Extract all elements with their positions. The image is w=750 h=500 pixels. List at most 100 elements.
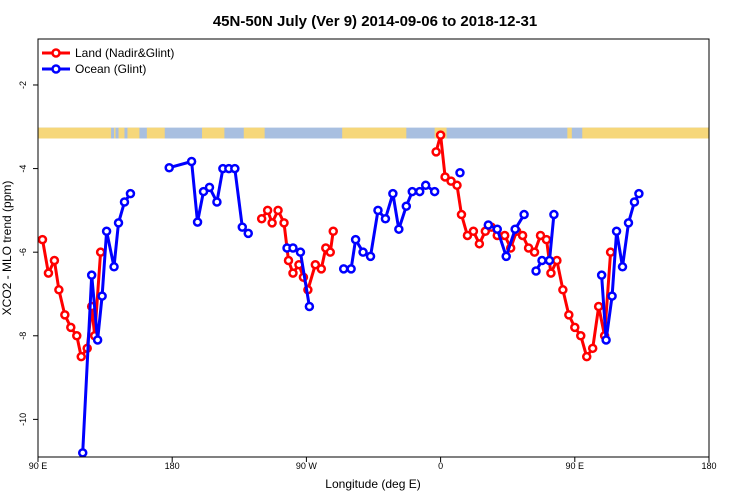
data-point <box>76 351 86 362</box>
data-point <box>549 209 559 220</box>
data-point <box>212 197 222 207</box>
legend-entry: Land (Nadir&Glint) <box>75 46 174 60</box>
data-point <box>429 186 440 197</box>
x-tick-label: 0 <box>438 461 443 471</box>
data-point <box>49 255 60 266</box>
data-point <box>420 180 431 191</box>
x-tick-label: 180 <box>701 461 716 471</box>
x-tick-label: 90 E <box>29 461 48 471</box>
data-point <box>237 222 248 232</box>
data-point <box>204 182 215 193</box>
data-point <box>288 268 298 278</box>
data-point <box>596 270 607 280</box>
data-point <box>388 188 398 199</box>
chart-title: 45N-50N July (Ver 9) 2014-09-06 to 2018-… <box>213 13 537 30</box>
data-point <box>77 448 88 457</box>
data-point <box>273 205 283 216</box>
data-point <box>164 162 174 173</box>
data-point <box>605 247 616 257</box>
y-tick-label: -4 <box>18 165 28 173</box>
data-point <box>414 186 425 197</box>
data-point <box>510 224 520 234</box>
data-point <box>576 331 586 341</box>
data-point <box>407 186 418 197</box>
y-tick-label: -6 <box>18 248 28 256</box>
data-point <box>92 335 103 345</box>
land-band-segment <box>118 127 125 139</box>
data-point <box>125 188 136 199</box>
legend-swatch-marker <box>51 48 61 58</box>
y-tick-label: -10 <box>18 413 28 426</box>
data-point <box>456 209 467 220</box>
data-point <box>86 270 97 280</box>
data-point <box>629 197 640 207</box>
data-point <box>435 130 446 140</box>
data-point <box>283 255 294 266</box>
data-point <box>328 226 338 237</box>
data-point <box>535 230 546 241</box>
data-point <box>440 172 450 182</box>
data-point <box>346 264 356 274</box>
data-point <box>587 343 598 354</box>
land-band-segment <box>582 127 709 139</box>
data-point <box>192 217 203 227</box>
data-point <box>455 168 465 178</box>
data-point <box>519 209 529 220</box>
data-point <box>186 156 197 167</box>
land-band-segment <box>243 127 265 139</box>
x-tick-label: 90 E <box>566 461 585 471</box>
data-point <box>462 230 473 241</box>
data-point <box>288 243 298 253</box>
data-point <box>325 247 336 257</box>
land-band-segment <box>567 127 572 139</box>
data-point <box>109 262 119 272</box>
data-point <box>474 239 485 249</box>
data-point <box>623 218 634 228</box>
data-point <box>483 220 494 230</box>
data-point <box>95 247 106 257</box>
data-point <box>358 247 368 257</box>
series-line <box>343 183 436 271</box>
data-point <box>617 262 628 272</box>
land-band-segment <box>202 127 225 139</box>
x-tick-label: 90 W <box>296 461 318 471</box>
data-point <box>529 247 540 257</box>
series-line <box>434 133 613 359</box>
data-point <box>601 335 611 345</box>
data-point <box>295 247 306 257</box>
legend-swatch-marker <box>51 64 61 74</box>
y-axis: -10 -8 -6 -4 -2 <box>18 81 38 426</box>
data-point <box>380 213 391 224</box>
data-point <box>113 218 124 228</box>
data-point <box>72 331 82 341</box>
land-band-segment <box>342 127 407 139</box>
data-point <box>256 213 267 224</box>
legend-entry: Ocean (Glint) <box>75 62 146 76</box>
land-band-segment <box>146 127 165 139</box>
data-point <box>394 224 404 234</box>
data-point <box>101 226 112 237</box>
legend: Land (Nadir&Glint) Ocean (Glint) <box>42 46 174 76</box>
land-ocean-band <box>38 127 709 139</box>
data-point <box>338 264 349 274</box>
data-point <box>452 180 462 191</box>
data-point <box>54 285 64 295</box>
data-point <box>267 218 277 228</box>
land-band-segment <box>38 127 112 139</box>
data-point <box>230 163 240 174</box>
data-point <box>570 322 580 333</box>
data-point <box>537 255 547 266</box>
data-point <box>499 230 510 241</box>
data-point <box>564 310 574 320</box>
data-point <box>279 218 289 228</box>
series-layer <box>38 130 644 457</box>
data-point <box>607 291 617 301</box>
data-point <box>544 255 555 266</box>
x-axis: 90 E 180 90 W 0 90 E 180 <box>29 457 717 471</box>
data-point <box>310 259 321 270</box>
data-point <box>243 228 253 239</box>
data-point <box>446 176 456 186</box>
data-point <box>558 285 568 295</box>
y-tick-label: -2 <box>18 81 28 89</box>
